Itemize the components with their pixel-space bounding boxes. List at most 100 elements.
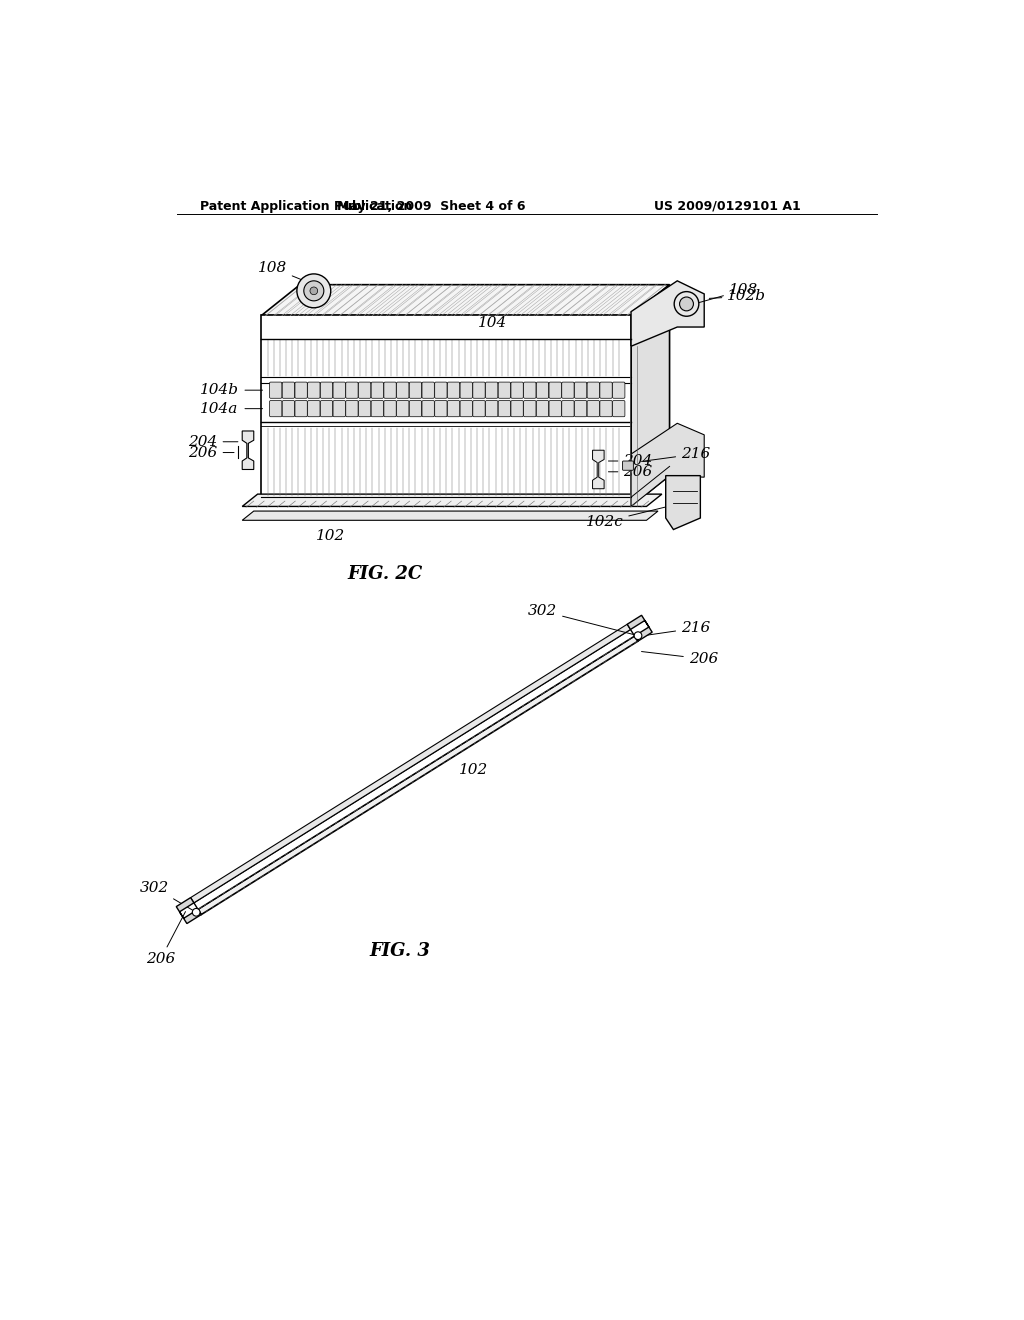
Text: 104a: 104a [200, 401, 239, 416]
Text: 206: 206 [641, 652, 718, 665]
Circle shape [193, 908, 200, 916]
Text: Patent Application Publication: Patent Application Publication [200, 199, 413, 213]
FancyBboxPatch shape [358, 400, 371, 417]
FancyBboxPatch shape [612, 381, 625, 399]
FancyBboxPatch shape [321, 381, 333, 399]
FancyBboxPatch shape [587, 381, 599, 399]
Text: 108: 108 [697, 282, 758, 304]
FancyBboxPatch shape [307, 400, 319, 417]
FancyBboxPatch shape [321, 400, 333, 417]
FancyBboxPatch shape [511, 381, 523, 399]
Circle shape [634, 632, 642, 639]
Polygon shape [628, 615, 652, 642]
Text: US 2009/0129101 A1: US 2009/0129101 A1 [654, 199, 801, 213]
FancyBboxPatch shape [295, 400, 307, 417]
Circle shape [680, 297, 693, 312]
Circle shape [674, 292, 698, 317]
FancyBboxPatch shape [600, 381, 612, 399]
FancyBboxPatch shape [485, 381, 498, 399]
Text: May 21, 2009  Sheet 4 of 6: May 21, 2009 Sheet 4 of 6 [337, 199, 525, 213]
Polygon shape [631, 281, 705, 346]
Circle shape [304, 281, 324, 301]
FancyBboxPatch shape [269, 381, 282, 399]
FancyBboxPatch shape [562, 400, 574, 417]
FancyBboxPatch shape [447, 400, 460, 417]
Text: 302: 302 [528, 605, 635, 635]
Polygon shape [243, 430, 254, 470]
Text: 206: 206 [608, 465, 652, 479]
Text: 216: 216 [641, 447, 711, 462]
FancyBboxPatch shape [537, 400, 549, 417]
FancyBboxPatch shape [435, 400, 447, 417]
FancyBboxPatch shape [410, 381, 422, 399]
FancyBboxPatch shape [460, 400, 472, 417]
Polygon shape [261, 315, 631, 507]
FancyBboxPatch shape [371, 381, 384, 399]
FancyBboxPatch shape [511, 400, 523, 417]
FancyBboxPatch shape [523, 400, 536, 417]
FancyBboxPatch shape [549, 381, 561, 399]
FancyBboxPatch shape [435, 381, 447, 399]
FancyBboxPatch shape [346, 381, 358, 399]
Text: FIG. 3: FIG. 3 [370, 942, 430, 961]
Polygon shape [631, 285, 670, 507]
Text: 206: 206 [146, 912, 185, 966]
Text: 102b: 102b [710, 289, 766, 304]
Text: 104: 104 [478, 317, 507, 330]
FancyBboxPatch shape [460, 381, 472, 399]
FancyBboxPatch shape [371, 400, 384, 417]
FancyBboxPatch shape [485, 400, 498, 417]
FancyBboxPatch shape [623, 461, 634, 470]
Polygon shape [243, 494, 662, 507]
FancyBboxPatch shape [283, 381, 295, 399]
FancyBboxPatch shape [269, 400, 282, 417]
Polygon shape [261, 285, 670, 315]
Polygon shape [198, 636, 638, 915]
Polygon shape [593, 450, 604, 488]
Polygon shape [176, 898, 202, 924]
FancyBboxPatch shape [574, 381, 587, 399]
FancyBboxPatch shape [333, 400, 345, 417]
FancyBboxPatch shape [587, 400, 599, 417]
Text: FIG. 2C: FIG. 2C [347, 565, 422, 583]
Text: 102: 102 [316, 529, 345, 543]
FancyBboxPatch shape [499, 400, 511, 417]
FancyBboxPatch shape [307, 381, 319, 399]
Text: 104b: 104b [200, 383, 239, 397]
FancyBboxPatch shape [358, 381, 371, 399]
Polygon shape [631, 424, 705, 507]
Text: 108: 108 [258, 261, 307, 282]
FancyBboxPatch shape [396, 400, 409, 417]
Text: 216: 216 [645, 622, 711, 635]
FancyBboxPatch shape [396, 381, 409, 399]
FancyBboxPatch shape [574, 400, 587, 417]
FancyBboxPatch shape [499, 381, 511, 399]
FancyBboxPatch shape [473, 400, 485, 417]
FancyBboxPatch shape [600, 400, 612, 417]
Circle shape [310, 286, 317, 294]
FancyBboxPatch shape [473, 381, 485, 399]
FancyBboxPatch shape [295, 381, 307, 399]
Polygon shape [194, 630, 635, 909]
FancyBboxPatch shape [549, 400, 561, 417]
FancyBboxPatch shape [283, 400, 295, 417]
Polygon shape [666, 475, 700, 529]
FancyBboxPatch shape [422, 400, 434, 417]
Text: 102: 102 [459, 763, 487, 777]
FancyBboxPatch shape [422, 381, 434, 399]
FancyBboxPatch shape [333, 381, 345, 399]
Text: 302: 302 [140, 880, 194, 911]
Text: 204: 204 [608, 454, 652, 469]
Text: 102c: 102c [586, 507, 666, 529]
Polygon shape [190, 624, 631, 903]
FancyBboxPatch shape [384, 400, 396, 417]
Polygon shape [243, 511, 658, 520]
FancyBboxPatch shape [612, 400, 625, 417]
FancyBboxPatch shape [384, 381, 396, 399]
FancyBboxPatch shape [410, 400, 422, 417]
Circle shape [297, 275, 331, 308]
Text: 206: 206 [188, 446, 234, 459]
Text: 204: 204 [188, 434, 238, 449]
FancyBboxPatch shape [447, 381, 460, 399]
FancyBboxPatch shape [346, 400, 358, 417]
